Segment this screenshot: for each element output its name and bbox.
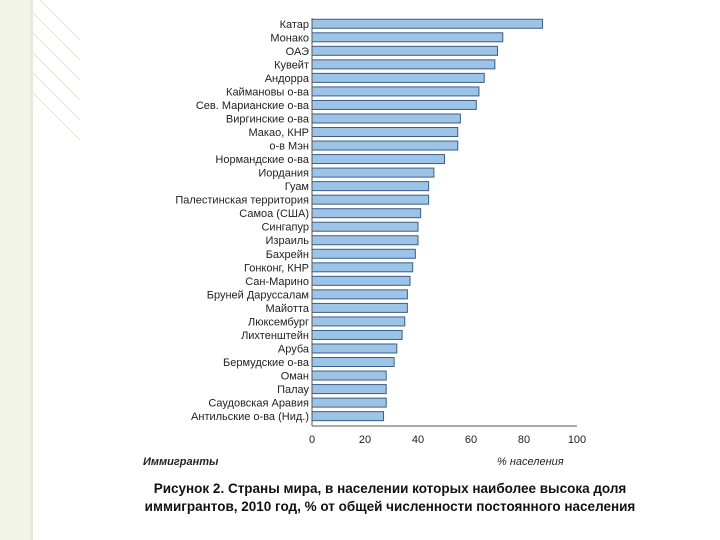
category-label: Сингапур [261,222,309,234]
bar [311,248,416,259]
bar [311,194,430,205]
category-label: Бахрейн [266,249,309,261]
axes [311,18,577,427]
category-label: Каймановы о-ва [226,86,310,98]
bar [311,59,496,70]
category-label: ОАЭ [286,46,309,58]
bar [311,181,430,192]
bar [311,167,435,178]
bar [311,235,419,246]
bar [311,32,504,43]
bar [311,221,419,232]
x-tick-label: 40 [412,434,424,446]
category-label: Гуам [285,181,309,193]
x-tick-label: 0 [309,434,315,446]
x-tick-label: 80 [518,434,530,446]
bar [311,113,461,124]
category-label: Антильские о-ва (Нид.) [191,411,309,423]
category-label: Саудовская Аравия [208,398,309,410]
bars-layer [311,18,544,422]
bar [311,357,395,368]
bar [311,262,414,273]
bar [311,343,398,354]
category-label: Майотта [266,303,310,315]
category-label: Палестинская территория [175,195,309,207]
bar [311,208,422,219]
category-label: Самоа (США) [239,208,309,220]
x-tick-label: 20 [359,434,371,446]
category-label: Палау [277,384,309,396]
bar [311,316,406,327]
category-label: Бруней Даруссалам [207,289,309,301]
category-label: Сан-Марино [245,276,309,288]
bar [311,302,408,313]
caption-line-1: Рисунок 2. Страны мира, в населении кото… [153,481,627,496]
bar [311,72,485,83]
bar [311,411,385,422]
x-tick-labels: 0 20 40 60 80 100 [309,434,586,446]
figure-caption: Рисунок 2. Страны мира, в населении кото… [90,480,690,516]
bar [311,397,387,408]
bar [311,127,459,138]
category-label: Бермудские о-ва [223,357,310,369]
category-label: Виргинские о-ва [226,113,310,125]
bar [311,18,544,29]
x-tick-label: 60 [465,434,477,446]
bar [311,329,403,340]
category-label: Израиль [266,235,310,247]
bar [311,289,408,300]
bar [311,99,477,110]
bar [311,86,480,97]
category-label: о-в Мэн [269,141,309,153]
category-label: Катар [280,19,309,31]
bar [311,154,445,165]
category-label: Макао, КНР [249,127,310,139]
category-label: Монако [270,32,309,44]
bar [311,45,498,56]
category-label: Люксембург [248,316,309,328]
category-label: Оман [281,371,309,383]
category-label: Иордания [258,168,309,180]
category-label: Кувейт [274,59,309,71]
category-label: Сев. Марианские о-ва [196,100,310,112]
category-label: Андорра [265,73,310,85]
bar [311,140,459,151]
caption-line-2: иммигрантов, 2010 год, % от общей числен… [144,499,636,514]
right-axis-title: % населения [497,456,564,468]
left-axis-title: Иммигранты [143,456,219,468]
category-label: Аруба [278,343,310,355]
category-label: Лихтенштейн [241,330,309,342]
x-tick-label: 100 [568,434,586,446]
category-label: Нормандские о-ва [215,154,309,166]
bar [311,275,411,286]
bar [311,384,387,395]
category-label: Гонконг, КНР [244,262,309,274]
bar [311,370,387,381]
decorative-corner-pattern [0,0,80,540]
